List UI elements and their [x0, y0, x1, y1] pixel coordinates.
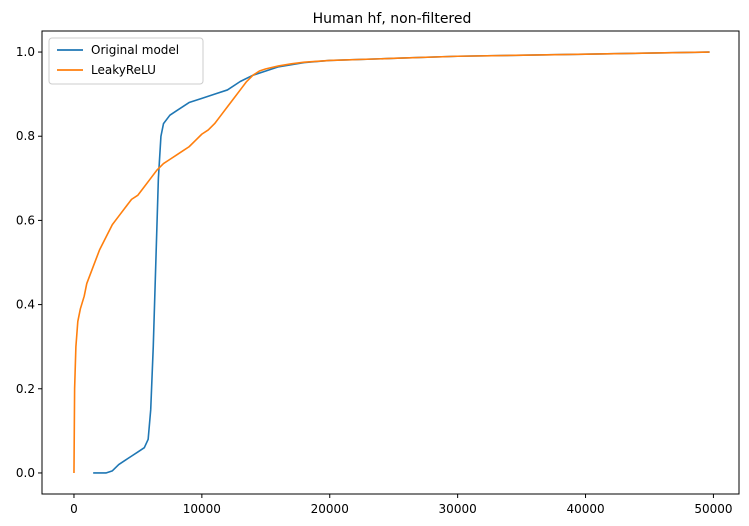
- legend: Original model LeakyReLU: [48, 37, 204, 85]
- chart-title: Human hf, non-filtered: [313, 11, 472, 27]
- x-axis: 0 10000 20000 30000 40000 50000: [70, 494, 733, 516]
- legend-label: LeakyReLU: [91, 63, 156, 77]
- x-tick-label: 50000: [694, 502, 732, 516]
- y-tick-label: 0.6: [16, 213, 35, 227]
- y-tick-label: 1.0: [16, 45, 35, 59]
- y-tick-label: 0.4: [16, 298, 35, 312]
- plot-frame: [41, 30, 740, 495]
- y-tick-label: 0.0: [16, 466, 35, 480]
- series-line-leakyrelu: [73, 51, 710, 473]
- y-tick-label: 0.8: [16, 129, 35, 143]
- x-tick-label: 0: [70, 502, 78, 516]
- legend-box: [48, 37, 204, 85]
- y-axis: 0.0 0.2 0.4 0.6 0.8 1.0: [16, 45, 42, 480]
- series-layer: [73, 51, 710, 474]
- legend-label: Original model: [91, 43, 179, 57]
- x-tick-label: 10000: [183, 502, 221, 516]
- y-tick-label: 0.2: [16, 382, 35, 396]
- x-tick-label: 20000: [311, 502, 349, 516]
- x-tick-label: 30000: [439, 502, 477, 516]
- x-tick-label: 40000: [566, 502, 604, 516]
